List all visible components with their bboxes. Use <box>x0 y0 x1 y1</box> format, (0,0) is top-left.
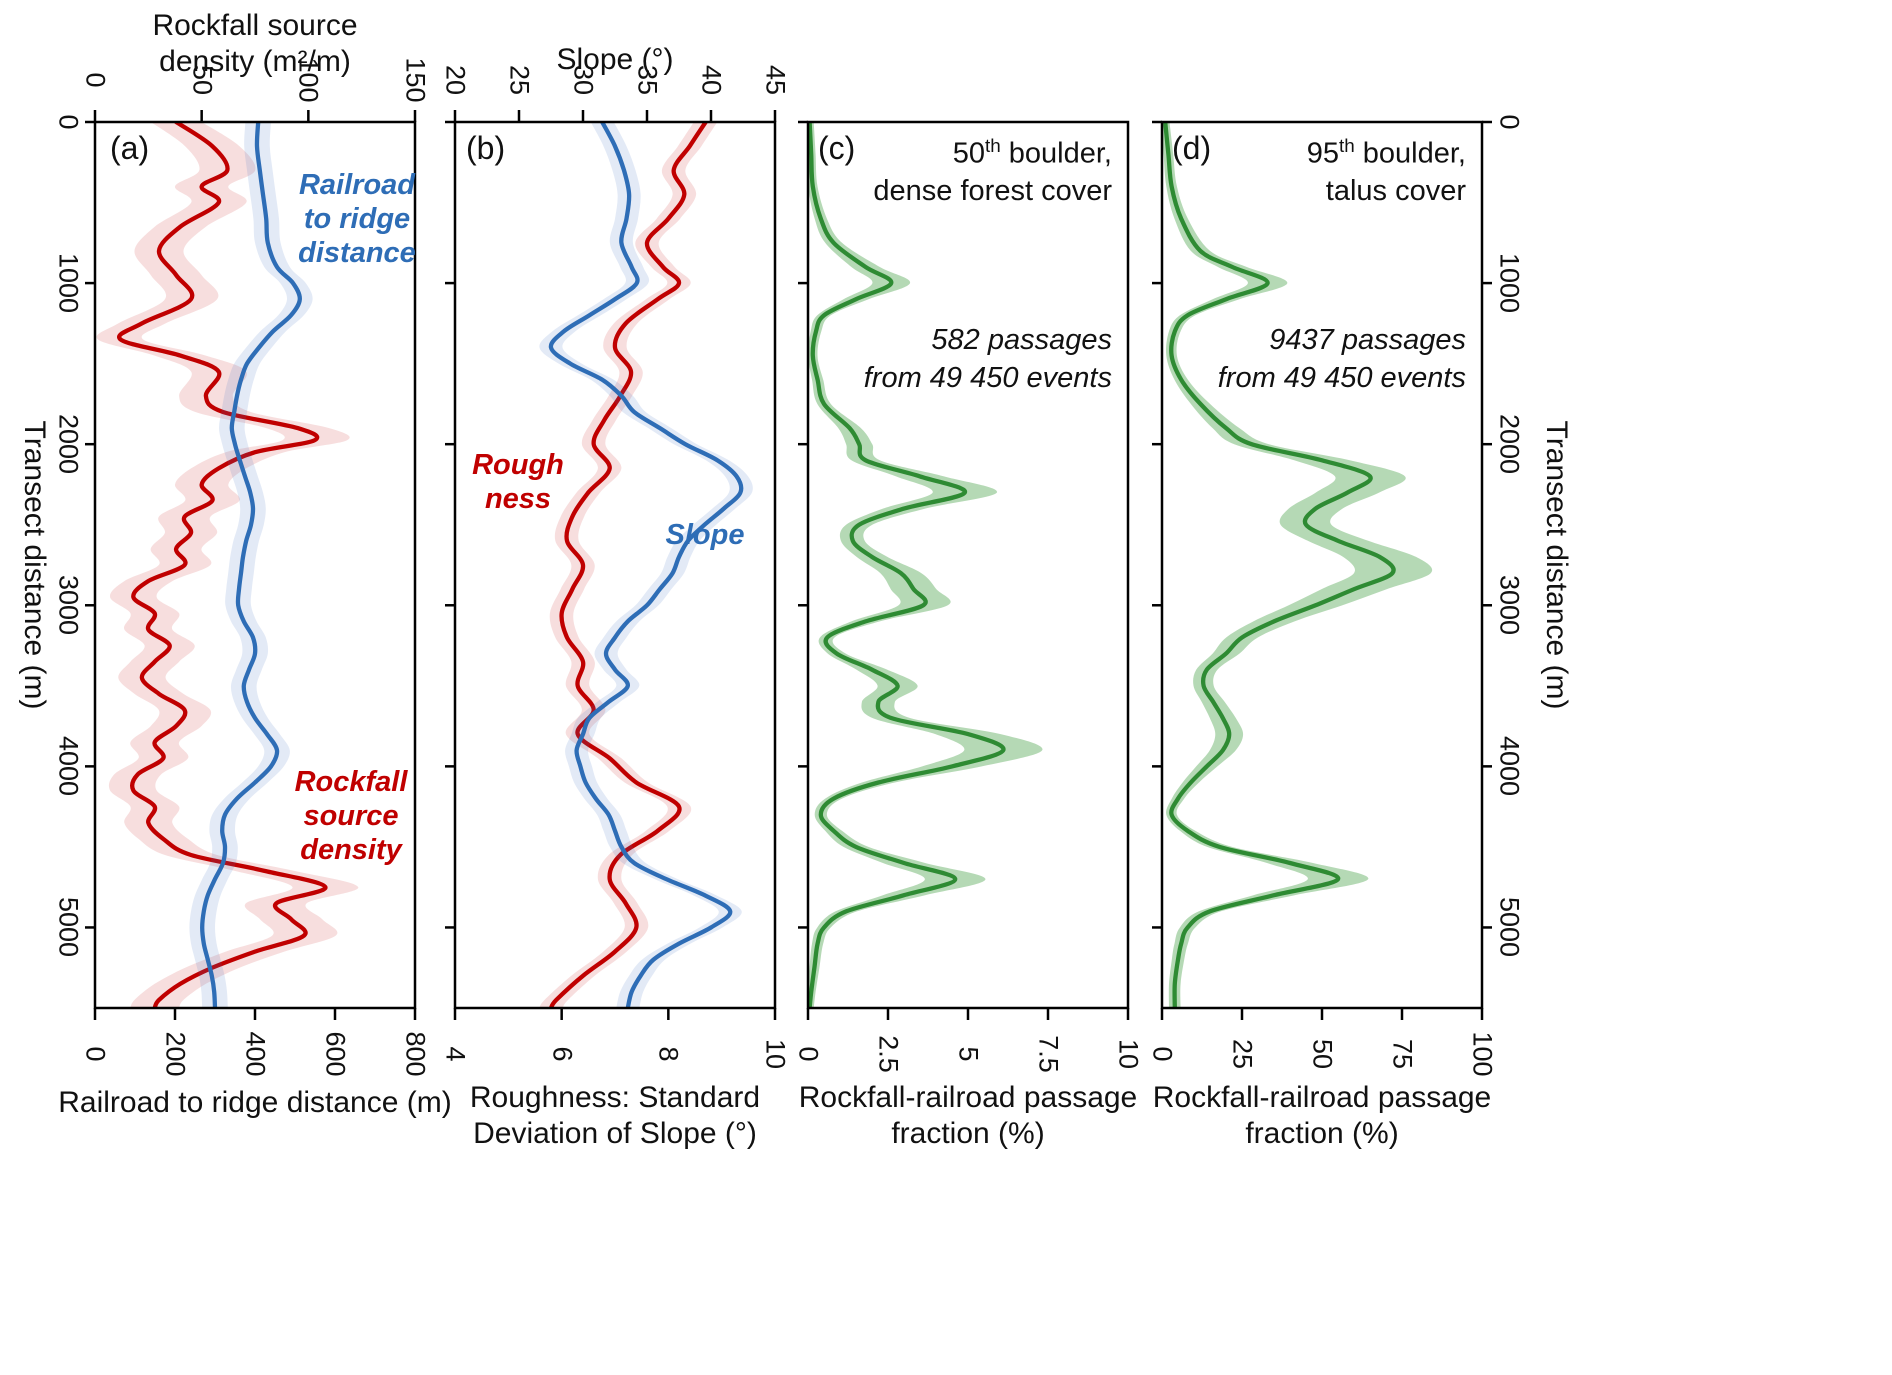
tick-label: 0 <box>793 1046 824 1062</box>
panel-c-passages: 582 passages from 49 450 events <box>830 322 1112 397</box>
tick-label: 2.5 <box>873 1035 904 1073</box>
tick-label: 200 <box>160 1031 191 1077</box>
panel-c-header-number: 50 <box>952 137 986 170</box>
tick-label: 0 <box>1494 114 1525 130</box>
rockfall-source-density-line <box>117 122 328 1008</box>
tick-label: 150 <box>400 57 431 103</box>
panel-c-bottom-axis-title: Rockfall-railroad passage fraction (%) <box>798 1081 1138 1150</box>
passage-fraction-50th-line <box>808 122 1006 1008</box>
panel-c-frame <box>806 120 1130 1010</box>
tick-label: 6 <box>547 1046 578 1062</box>
panel-d-header-rest: boulder, <box>1354 137 1466 170</box>
tick-label: 1000 <box>1494 253 1525 314</box>
tick-label: 10 <box>1113 1038 1144 1070</box>
passage-fraction-50th-band <box>808 122 1043 1008</box>
tick-label: 3000 <box>53 575 84 636</box>
tick-label: 5000 <box>53 897 84 958</box>
panel-d-frame <box>1160 120 1484 1010</box>
panel-d-letter: (d) <box>1172 130 1212 166</box>
panel-d-header: 95th boulder, talus cover <box>1194 134 1466 211</box>
tick-label: 4 <box>440 1046 471 1062</box>
railroad-to-ridge-distance-line <box>200 122 302 1008</box>
tick-label: 25 <box>504 64 535 96</box>
railroad-to-ridge-distance-band <box>189 122 313 1008</box>
panel-a-blue-annotation: Railroad to ridge distance <box>298 169 416 270</box>
tick-label: 10 <box>760 1038 791 1070</box>
panel-a-frame <box>93 120 417 1010</box>
panel-b-letter: (b) <box>466 130 506 166</box>
panel-c-header-line2: dense forest cover <box>873 175 1112 208</box>
panel-d-passages-line2: from 49 450 events <box>1217 361 1466 394</box>
passage-fraction-95th-line <box>1163 122 1396 1008</box>
tick-label: 2000 <box>53 414 84 475</box>
tick-label: 75 <box>1387 1038 1418 1070</box>
tick-label: 20 <box>440 64 471 96</box>
tick-label: 25 <box>1227 1038 1258 1070</box>
roughness-band <box>539 122 718 1008</box>
panel-d-header-line2: talus cover <box>1325 175 1466 208</box>
tick-label: 0 <box>80 72 111 88</box>
tick-label: 4000 <box>53 736 84 797</box>
tick-label: 400 <box>240 1031 271 1077</box>
tick-label: 50 <box>1307 1038 1338 1070</box>
panel-c-letter: (c) <box>818 130 856 166</box>
tick-label: 3000 <box>1494 575 1525 636</box>
panel-a-bottom-axis-title: Railroad to ridge distance (m) <box>58 1086 452 1119</box>
panel-d-bottom-axis-title: Rockfall-railroad passage fraction (%) <box>1152 1081 1492 1150</box>
panel-a-letter: (a) <box>110 130 150 166</box>
panel-b-bottom-axis-title: Roughness: Standard Deviation of Slope (… <box>469 1081 761 1150</box>
panel-c-passages-line1: 582 passages <box>931 324 1112 356</box>
panel-b-frame <box>453 120 777 1010</box>
tick-label: 100 <box>293 57 324 103</box>
panel-b-slope-annotation: Slope <box>665 519 745 551</box>
tick-label: 45 <box>760 64 791 96</box>
tick-label: 7.5 <box>1033 1035 1064 1073</box>
panel-a-top-axis-title: Rockfall source density (m²/m) <box>152 9 358 78</box>
panel-a-red-annotation: Rockfall source density <box>294 766 408 867</box>
tick-label: 0 <box>1147 1046 1178 1062</box>
tick-label: 5 <box>953 1046 984 1062</box>
panel-c-header: 50th boulder, dense forest cover <box>840 134 1112 211</box>
tick-label: 30 <box>568 64 599 96</box>
passage-fraction-95th-band <box>1162 122 1433 1008</box>
slope-line <box>548 122 744 1008</box>
slope-band <box>539 122 753 1008</box>
tick-label: 2000 <box>1494 414 1525 475</box>
tick-label: 5000 <box>1494 897 1525 958</box>
panel-c-passages-line2: from 49 450 events <box>863 361 1112 394</box>
panel-b-roughness-annotation: Rough ness <box>472 449 564 516</box>
panel-d-header-number: 95 <box>1306 137 1340 170</box>
tick-label: 40 <box>696 64 727 96</box>
tick-label: 600 <box>320 1031 351 1077</box>
tick-label: 0 <box>53 114 84 130</box>
panel-b-top-axis-title: Slope (°) <box>556 43 674 76</box>
panel-d-passages-line1: 9437 passages <box>1269 324 1466 356</box>
tick-label: 8 <box>653 1046 684 1062</box>
panel-c-header-rest: boulder, <box>1000 137 1112 170</box>
panel-d-header-sup: th <box>1339 135 1355 156</box>
tick-label: 1000 <box>53 253 84 314</box>
tick-label: 35 <box>632 64 663 96</box>
panel-c-header-sup: th <box>985 135 1001 156</box>
tick-label: 800 <box>400 1031 431 1077</box>
panel-d-passages: 9437 passages from 49 450 events <box>1184 322 1466 397</box>
tick-label: 0 <box>80 1046 111 1062</box>
tick-label: 100 <box>1467 1031 1498 1077</box>
tick-label: 50 <box>187 64 218 96</box>
left-axis-title: Transect distance (m) <box>18 420 51 710</box>
tick-label: 4000 <box>1494 736 1525 797</box>
right-axis-title: Transect distance (m) <box>1540 420 1573 710</box>
roughness-line <box>548 122 708 1008</box>
